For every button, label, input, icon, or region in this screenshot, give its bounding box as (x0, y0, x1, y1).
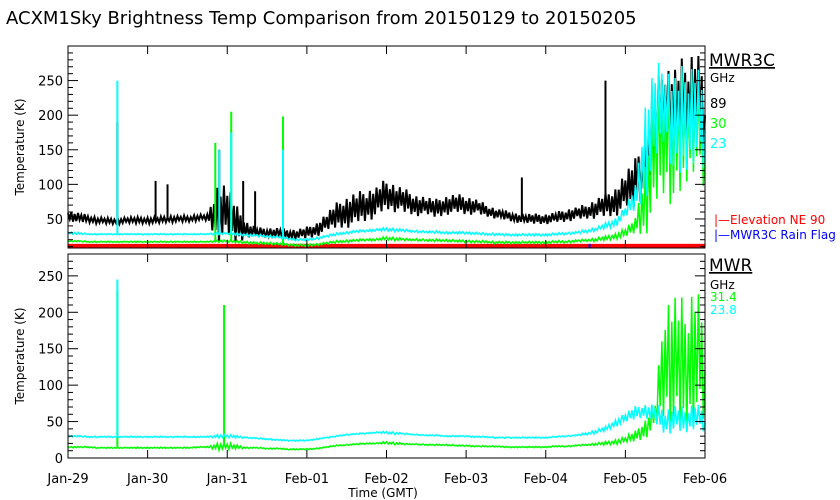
x-tick-label: Feb-06 (683, 472, 727, 487)
legend-top-unit: GHz (710, 71, 735, 85)
x-tick-label: Feb-05 (603, 472, 647, 487)
series-line-23-8 (67, 404, 706, 443)
x-axis-label: Time (GMT) (347, 486, 418, 500)
x-tick-label: Feb-02 (364, 472, 408, 487)
legend-rain-flag: |—MWR3C Rain Flag (714, 228, 836, 242)
legend-top-item-89: 89 (710, 97, 727, 112)
panel-bottom: 0 50 100 150 200 250 Temperature (K) (13, 253, 706, 467)
chart-title: ACXM1Sky Brightness Temp Comparison from… (6, 8, 637, 29)
y-tick-label: 50 (46, 213, 63, 228)
legend-top-title: MWR3C (709, 51, 775, 71)
x-tick-label: Feb-01 (285, 472, 329, 487)
y-tick-label: 50 (46, 416, 63, 431)
series-line-89 (67, 55, 706, 243)
x-tick-label: Feb-04 (524, 472, 568, 487)
legend-bottom-item-23-8: 23.8 (710, 303, 737, 317)
series-line-31-4 (67, 294, 706, 454)
x-tick-label: Jan-31 (206, 472, 248, 487)
y-tick-label: 0 (55, 452, 63, 467)
x-tick-label: Jan-30 (126, 472, 168, 487)
y-tick-label: 150 (38, 343, 63, 358)
x-tick-label: Jan-29 (46, 472, 88, 487)
y-tick-label: 200 (38, 109, 63, 124)
y-tick-label: 100 (38, 379, 63, 394)
y-tick-label: 200 (38, 306, 63, 321)
y-tick-label: 150 (38, 144, 63, 159)
legend-top-item-30: 30 (710, 117, 727, 132)
series-line-30 (67, 66, 706, 248)
panel-top: 50 100 150 200 250 Temperature (K) (13, 45, 706, 249)
y-tick-label: 250 (38, 270, 63, 285)
legend-elevation: |—Elevation NE 90 (714, 213, 825, 227)
legend-top-item-23: 23 (710, 137, 727, 152)
series-line-23 (67, 62, 706, 243)
y-axis-label: Temperature (K) (13, 98, 27, 196)
legend-bottom-title: MWR (709, 256, 752, 276)
y-tick-label: 250 (38, 75, 63, 90)
y-tick-label: 100 (38, 178, 63, 193)
legend-bottom-item-31-4: 31.4 (710, 290, 737, 304)
legend-bottom-unit: GHz (710, 278, 735, 292)
y-axis-label: Temperature (K) (13, 307, 27, 405)
x-tick-label: Feb-03 (444, 472, 488, 487)
